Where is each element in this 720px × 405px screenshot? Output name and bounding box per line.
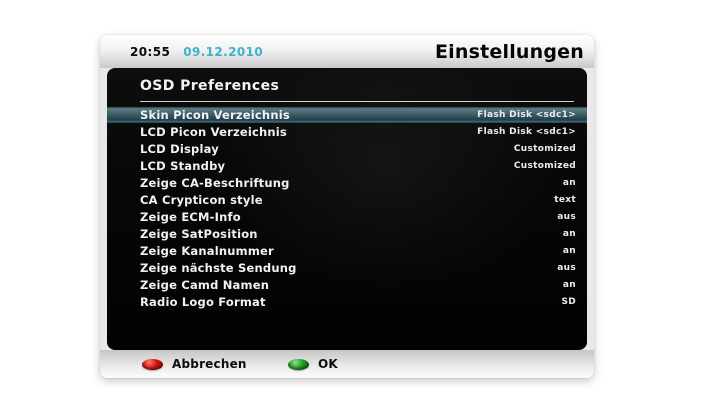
osd-preferences-panel: OSD Preferences Skin Picon Verzeichnis F… [107,68,587,350]
settings-window: 20:55 09.12.2010 Einstellungen OSD Prefe… [100,35,594,378]
setting-value: an [562,177,576,188]
window-header: 20:55 09.12.2010 Einstellungen [100,35,594,68]
settings-row[interactable]: LCD Standby Customized [107,157,587,174]
settings-row[interactable]: Zeige Kanalnummer an [107,242,587,259]
setting-value: Flash Disk <sdc1> [477,109,576,120]
setting-value: text [554,194,576,205]
setting-value: an [562,245,576,256]
cancel-button[interactable]: Abbrechen [142,350,247,378]
settings-row[interactable]: Skin Picon Verzeichnis Flash Disk <sdc1> [107,106,587,123]
setting-label: Skin Picon Verzeichnis [140,107,290,122]
setting-label: Zeige Camd Namen [140,277,270,292]
settings-row[interactable]: Radio Logo Format SD [107,293,587,310]
setting-value: Customized [513,160,576,171]
setting-label: Zeige ECM-Info [140,209,241,224]
setting-label: LCD Display [140,141,219,156]
setting-label: LCD Standby [140,158,226,173]
setting-label: Radio Logo Format [140,294,266,309]
settings-row[interactable]: Zeige SatPosition an [107,225,587,242]
settings-row[interactable]: Zeige CA-Beschriftung an [107,174,587,191]
ok-button-label: OK [318,357,338,371]
settings-list: Skin Picon Verzeichnis Flash Disk <sdc1>… [107,106,587,310]
panel-title: OSD Preferences [140,78,280,94]
settings-row[interactable]: Zeige ECM-Info aus [107,208,587,225]
setting-label: Zeige CA-Beschriftung [140,175,290,190]
title-separator [140,101,574,102]
window-footer: Abbrechen OK [100,350,594,378]
clock-time: 20:55 [130,44,171,59]
settings-row[interactable]: Zeige Camd Namen an [107,276,587,293]
setting-label: CA Crypticon style [140,192,263,207]
setting-value: aus [557,211,576,222]
page-title: Einstellungen [435,40,584,63]
ok-button[interactable]: OK [288,350,338,378]
setting-label: Zeige nächste Sendung [140,260,297,275]
settings-row[interactable]: CA Crypticon style text [107,191,587,208]
setting-value: Flash Disk <sdc1> [477,126,576,137]
settings-row[interactable]: Zeige nächste Sendung aus [107,259,587,276]
cancel-button-label: Abbrechen [172,357,247,371]
setting-value: SD [561,296,576,307]
setting-value: aus [557,262,576,273]
setting-label: LCD Picon Verzeichnis [140,124,287,139]
setting-value: Customized [513,143,576,154]
setting-value: an [562,279,576,290]
settings-row[interactable]: LCD Picon Verzeichnis Flash Disk <sdc1> [107,123,587,140]
clock-date: 09.12.2010 [183,44,264,59]
settings-row[interactable]: LCD Display Customized [107,140,587,157]
red-key-icon [142,358,163,370]
green-key-icon [288,358,309,370]
setting-value: an [562,228,576,239]
setting-label: Zeige Kanalnummer [140,243,274,258]
setting-label: Zeige SatPosition [140,226,258,241]
